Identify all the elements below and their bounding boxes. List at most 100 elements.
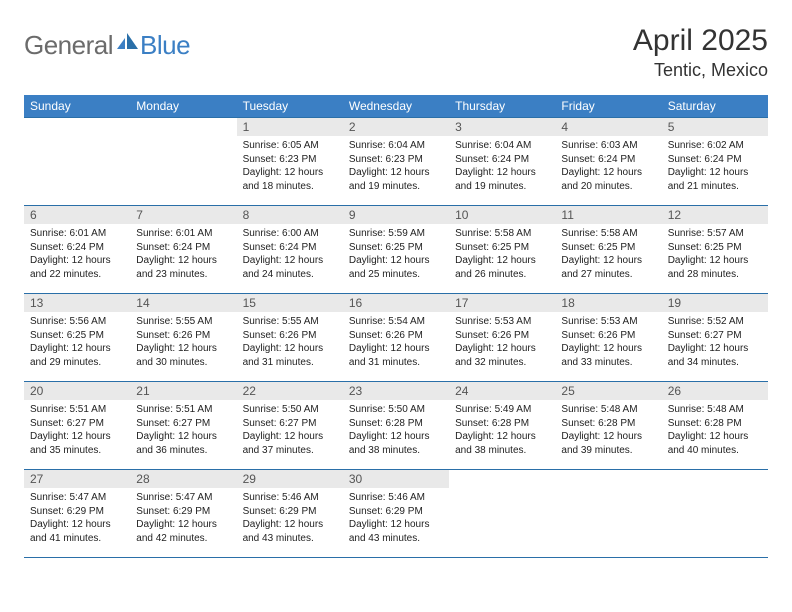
sunrise-line: Sunrise: 6:04 AM [349, 139, 443, 153]
daylight-line: Daylight: 12 hours and 39 minutes. [561, 430, 655, 457]
calendar-cell: 4Sunrise: 6:03 AMSunset: 6:24 PMDaylight… [555, 118, 661, 206]
day-number: 23 [343, 382, 449, 400]
day-number: 29 [237, 470, 343, 488]
day-content: Sunrise: 5:51 AMSunset: 6:27 PMDaylight:… [130, 400, 236, 460]
sunrise-line: Sunrise: 5:53 AM [561, 315, 655, 329]
calendar-cell: 26Sunrise: 5:48 AMSunset: 6:28 PMDayligh… [662, 382, 768, 470]
day-content: Sunrise: 5:54 AMSunset: 6:26 PMDaylight:… [343, 312, 449, 372]
day-number: 19 [662, 294, 768, 312]
daylight-line: Daylight: 12 hours and 34 minutes. [668, 342, 762, 369]
day-content: Sunrise: 5:53 AMSunset: 6:26 PMDaylight:… [555, 312, 661, 372]
daylight-line: Daylight: 12 hours and 42 minutes. [136, 518, 230, 545]
day-content: Sunrise: 6:01 AMSunset: 6:24 PMDaylight:… [130, 224, 236, 284]
day-number: 6 [24, 206, 130, 224]
day-content: Sunrise: 6:04 AMSunset: 6:23 PMDaylight:… [343, 136, 449, 196]
daylight-line: Daylight: 12 hours and 24 minutes. [243, 254, 337, 281]
day-of-week-header: Thursday [449, 95, 555, 118]
day-content: Sunrise: 5:48 AMSunset: 6:28 PMDaylight:… [662, 400, 768, 460]
day-number: 21 [130, 382, 236, 400]
day-content: Sunrise: 5:55 AMSunset: 6:26 PMDaylight:… [130, 312, 236, 372]
day-number: 3 [449, 118, 555, 136]
sunset-line: Sunset: 6:24 PM [30, 241, 124, 255]
sunrise-line: Sunrise: 5:55 AM [243, 315, 337, 329]
sunrise-line: Sunrise: 6:05 AM [243, 139, 337, 153]
sunrise-line: Sunrise: 5:47 AM [30, 491, 124, 505]
calendar-body: 1Sunrise: 6:05 AMSunset: 6:23 PMDaylight… [24, 118, 768, 558]
day-content: Sunrise: 5:46 AMSunset: 6:29 PMDaylight:… [237, 488, 343, 548]
calendar-cell: 29Sunrise: 5:46 AMSunset: 6:29 PMDayligh… [237, 470, 343, 558]
day-of-week-header: Wednesday [343, 95, 449, 118]
sunset-line: Sunset: 6:24 PM [455, 153, 549, 167]
sunset-line: Sunset: 6:26 PM [136, 329, 230, 343]
sunrise-line: Sunrise: 6:00 AM [243, 227, 337, 241]
daylight-line: Daylight: 12 hours and 38 minutes. [455, 430, 549, 457]
sunrise-line: Sunrise: 5:52 AM [668, 315, 762, 329]
week-row: 27Sunrise: 5:47 AMSunset: 6:29 PMDayligh… [24, 470, 768, 558]
daylight-line: Daylight: 12 hours and 25 minutes. [349, 254, 443, 281]
sunrise-line: Sunrise: 5:57 AM [668, 227, 762, 241]
day-number: 7 [130, 206, 236, 224]
sunset-line: Sunset: 6:29 PM [349, 505, 443, 519]
sunrise-line: Sunrise: 5:50 AM [349, 403, 443, 417]
sunset-line: Sunset: 6:25 PM [561, 241, 655, 255]
calendar-cell: 16Sunrise: 5:54 AMSunset: 6:26 PMDayligh… [343, 294, 449, 382]
sunrise-line: Sunrise: 5:48 AM [668, 403, 762, 417]
day-number: 30 [343, 470, 449, 488]
daylight-line: Daylight: 12 hours and 18 minutes. [243, 166, 337, 193]
day-of-week-header: Sunday [24, 95, 130, 118]
day-content: Sunrise: 5:58 AMSunset: 6:25 PMDaylight:… [449, 224, 555, 284]
daylight-line: Daylight: 12 hours and 30 minutes. [136, 342, 230, 369]
sunset-line: Sunset: 6:28 PM [455, 417, 549, 431]
sunset-line: Sunset: 6:24 PM [561, 153, 655, 167]
sunrise-line: Sunrise: 5:51 AM [136, 403, 230, 417]
sunrise-line: Sunrise: 5:49 AM [455, 403, 549, 417]
sunset-line: Sunset: 6:26 PM [561, 329, 655, 343]
calendar-cell: 12Sunrise: 5:57 AMSunset: 6:25 PMDayligh… [662, 206, 768, 294]
daylight-line: Daylight: 12 hours and 21 minutes. [668, 166, 762, 193]
day-number: 26 [662, 382, 768, 400]
calendar-cell: 5Sunrise: 6:02 AMSunset: 6:24 PMDaylight… [662, 118, 768, 206]
sunset-line: Sunset: 6:26 PM [455, 329, 549, 343]
day-of-week-header: Tuesday [237, 95, 343, 118]
day-number: 28 [130, 470, 236, 488]
daylight-line: Daylight: 12 hours and 38 minutes. [349, 430, 443, 457]
day-number: 8 [237, 206, 343, 224]
day-number: 24 [449, 382, 555, 400]
calendar-cell: 11Sunrise: 5:58 AMSunset: 6:25 PMDayligh… [555, 206, 661, 294]
month-title: April 2025 [633, 24, 768, 58]
daylight-line: Daylight: 12 hours and 29 minutes. [30, 342, 124, 369]
day-number: 27 [24, 470, 130, 488]
day-of-week-header: Friday [555, 95, 661, 118]
day-number-empty [662, 470, 768, 488]
sunset-line: Sunset: 6:28 PM [668, 417, 762, 431]
day-content: Sunrise: 5:56 AMSunset: 6:25 PMDaylight:… [24, 312, 130, 372]
calendar-cell: 6Sunrise: 6:01 AMSunset: 6:24 PMDaylight… [24, 206, 130, 294]
sunset-line: Sunset: 6:28 PM [349, 417, 443, 431]
day-number-empty [130, 118, 236, 136]
day-number: 5 [662, 118, 768, 136]
day-content: Sunrise: 5:50 AMSunset: 6:27 PMDaylight:… [237, 400, 343, 460]
daylight-line: Daylight: 12 hours and 43 minutes. [349, 518, 443, 545]
sunset-line: Sunset: 6:26 PM [243, 329, 337, 343]
sunrise-line: Sunrise: 6:01 AM [30, 227, 124, 241]
daylight-line: Daylight: 12 hours and 40 minutes. [668, 430, 762, 457]
sunset-line: Sunset: 6:25 PM [668, 241, 762, 255]
calendar-cell [449, 470, 555, 558]
day-number-empty [555, 470, 661, 488]
sunrise-line: Sunrise: 5:58 AM [455, 227, 549, 241]
calendar-cell: 13Sunrise: 5:56 AMSunset: 6:25 PMDayligh… [24, 294, 130, 382]
sunset-line: Sunset: 6:25 PM [349, 241, 443, 255]
day-content: Sunrise: 5:47 AMSunset: 6:29 PMDaylight:… [130, 488, 236, 548]
day-number-empty [449, 470, 555, 488]
day-content: Sunrise: 5:52 AMSunset: 6:27 PMDaylight:… [662, 312, 768, 372]
sunset-line: Sunset: 6:25 PM [30, 329, 124, 343]
day-number: 25 [555, 382, 661, 400]
day-number: 22 [237, 382, 343, 400]
calendar-cell: 9Sunrise: 5:59 AMSunset: 6:25 PMDaylight… [343, 206, 449, 294]
daylight-line: Daylight: 12 hours and 19 minutes. [349, 166, 443, 193]
day-number: 10 [449, 206, 555, 224]
sunrise-line: Sunrise: 5:58 AM [561, 227, 655, 241]
calendar-cell: 25Sunrise: 5:48 AMSunset: 6:28 PMDayligh… [555, 382, 661, 470]
title-block: April 2025 Tentic, Mexico [633, 24, 768, 81]
location: Tentic, Mexico [633, 60, 768, 81]
